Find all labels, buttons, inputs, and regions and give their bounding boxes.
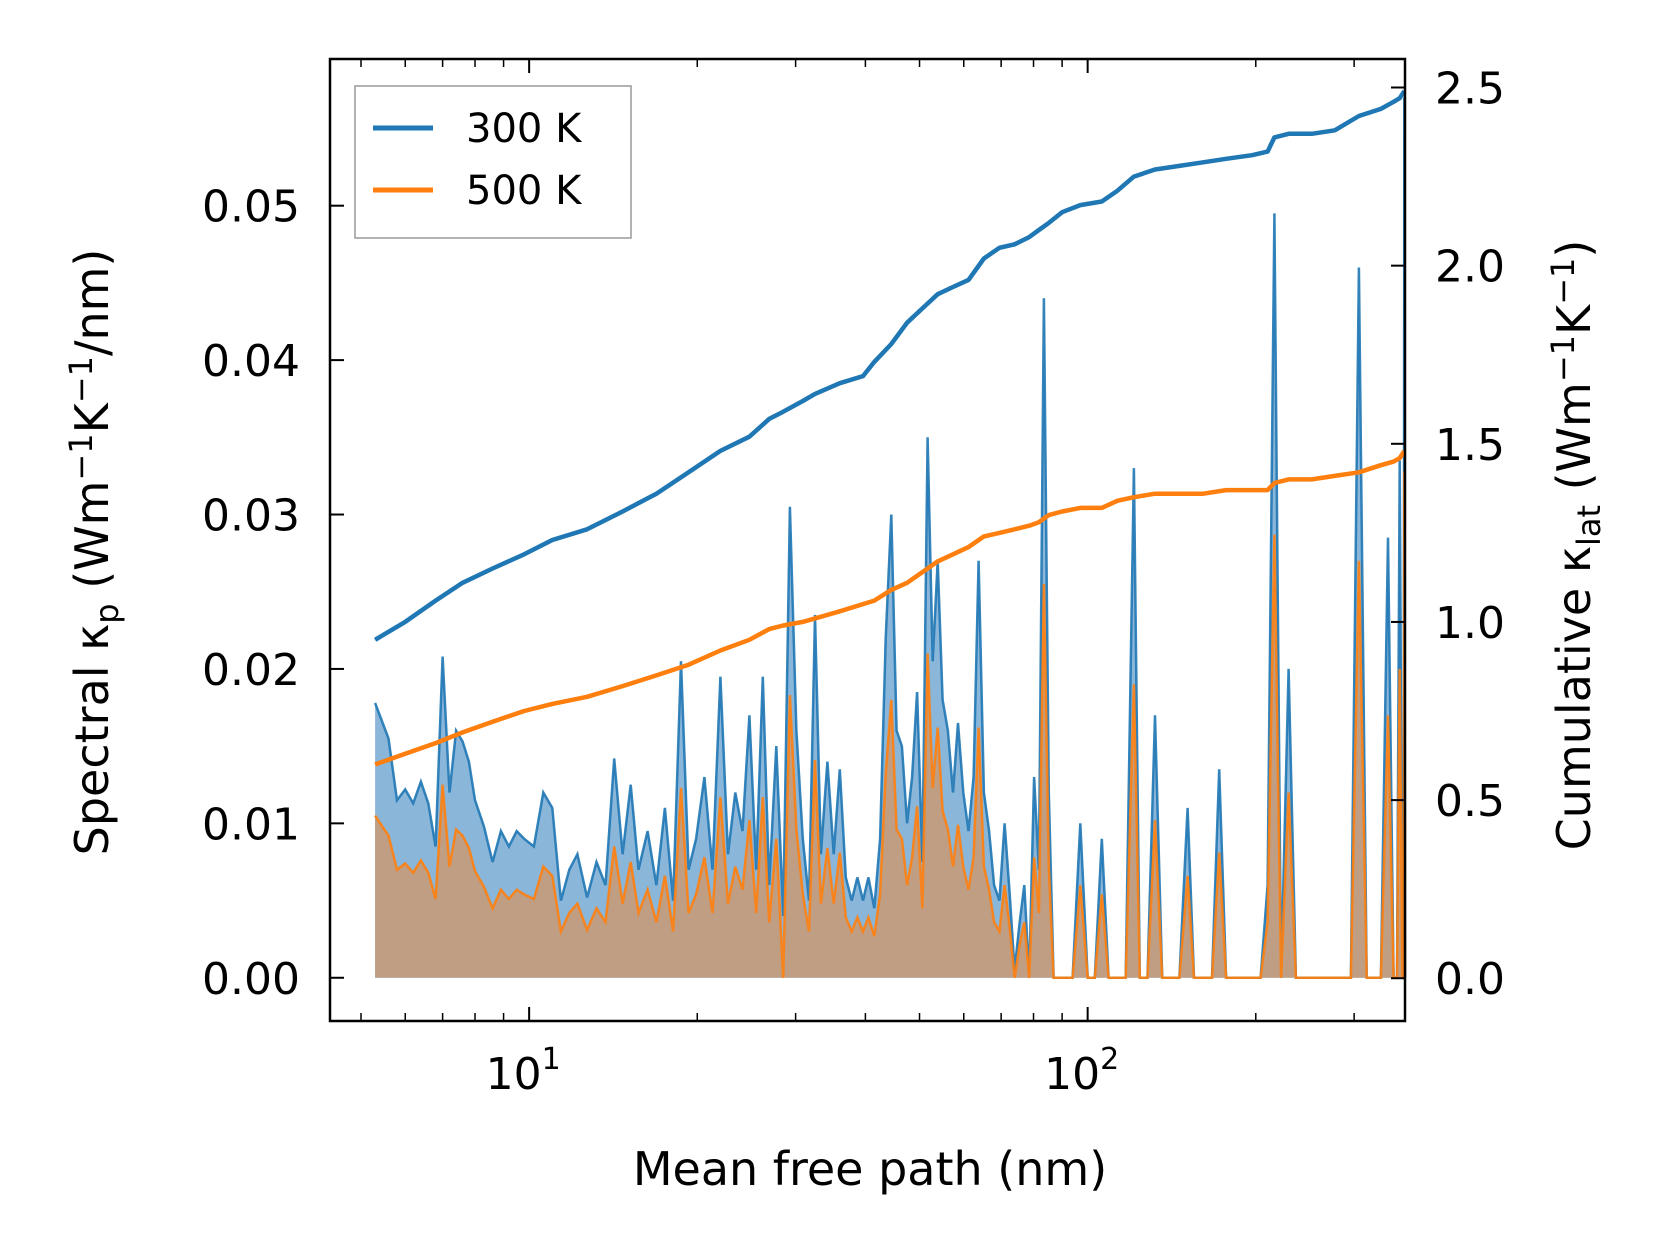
- y-left-title-k: K: [65, 401, 119, 433]
- legend-label-500k: 500 K: [466, 168, 583, 214]
- y-right-tick-label: 2.5: [1435, 64, 1505, 115]
- y-right-tick-label: 0.5: [1435, 776, 1505, 827]
- plot-frame: [328, 57, 1407, 1023]
- cumulative-line-500k: [374, 449, 1407, 767]
- legend-box: [354, 85, 632, 239]
- x-tick-label: 102: [1044, 1042, 1119, 1100]
- y-right-title-k: K: [1547, 303, 1601, 335]
- x-tick-label-exponent: 1: [542, 1042, 561, 1077]
- x-axis-title: Mean free path (nm): [633, 1142, 1107, 1196]
- y-left-tick-label: 0.04: [202, 336, 300, 387]
- y-left-tick-label: 0.02: [202, 645, 300, 696]
- cumulative-layer: [373, 89, 1407, 767]
- y-left-title-sub: p: [88, 603, 126, 623]
- cumulative-line-300k: [373, 89, 1407, 642]
- y-right-tick-label: 1.0: [1435, 598, 1505, 649]
- spectral-layer: [373, 97, 1407, 980]
- legend-label-300k: 300 K: [466, 106, 583, 152]
- y-right-title-sup2: −1: [1544, 258, 1582, 305]
- spectral-line-500k: [374, 471, 1407, 980]
- legend: 300 K 500 K: [354, 85, 632, 239]
- y-left-tick-label: 0.03: [202, 491, 300, 542]
- y-right-title-end: ): [1547, 240, 1601, 258]
- y-right-tick-label: 2.0: [1435, 242, 1505, 293]
- ticks-layer: 0.00 0.01 0.02 0.03 0.04 0.05 0.0 0.5 1.0 1.5 2.0 2…: [202, 59, 1505, 1100]
- y-left-title-end: /nm): [65, 249, 119, 356]
- y-left-tick-label: 0.00: [202, 954, 300, 1005]
- y-left-tick-label: 0.05: [202, 182, 300, 233]
- y-left-title-units: (Wm: [65, 481, 119, 604]
- y-right-title-units: (Wm: [1547, 382, 1601, 505]
- y-right-title-sup1: −1: [1544, 335, 1582, 382]
- y-right-tick-label: 0.0: [1435, 954, 1505, 1005]
- y-left-title-sup2: −1: [62, 356, 100, 403]
- x-tick-label: 101: [486, 1042, 561, 1100]
- y-axis-left-title: Spectral κp (Wm−1K−1/nm): [62, 249, 126, 856]
- y-left-tick-label: 0.01: [202, 799, 300, 850]
- x-tick-label-exponent: 2: [1100, 1042, 1119, 1077]
- y-right-tick-label: 1.5: [1435, 420, 1505, 471]
- y-right-title-sub: lat: [1570, 505, 1608, 546]
- y-left-title-sup1: −1: [62, 433, 100, 480]
